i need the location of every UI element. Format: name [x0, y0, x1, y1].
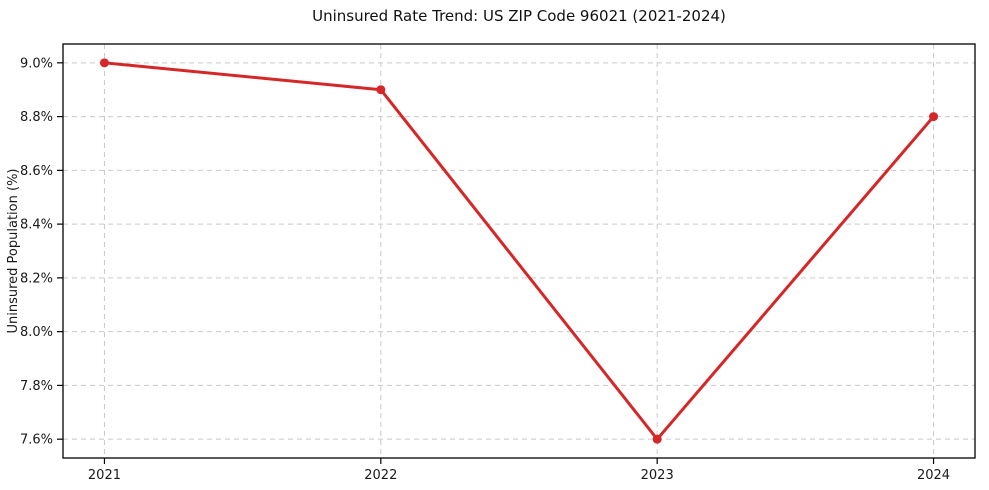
x-tick-label: 2023: [641, 468, 674, 483]
data-point-marker: [376, 85, 386, 95]
y-tick-label: 8.6%: [20, 164, 53, 179]
x-tick-label: 2021: [88, 468, 121, 483]
data-point-marker: [929, 112, 939, 122]
y-tick-label: 7.8%: [20, 379, 53, 394]
y-tick-label: 8.8%: [20, 110, 53, 125]
chart-title: Uninsured Rate Trend: US ZIP Code 96021 …: [312, 7, 726, 25]
y-tick-label: 8.2%: [20, 271, 53, 286]
data-point-marker: [99, 58, 109, 68]
data-point-marker: [652, 434, 662, 444]
x-tick-label: 2022: [364, 468, 397, 483]
plot-border: [62, 43, 976, 459]
y-tick-label: 8.0%: [20, 325, 53, 340]
y-tick-label: 9.0%: [20, 56, 53, 71]
y-axis-label: Uninsured Population (%): [6, 169, 21, 334]
trend-line: [102, 61, 936, 441]
y-tick-label: 7.6%: [20, 433, 53, 448]
y-tick-label: 8.4%: [20, 218, 53, 233]
x-tick-label: 2024: [917, 468, 950, 483]
